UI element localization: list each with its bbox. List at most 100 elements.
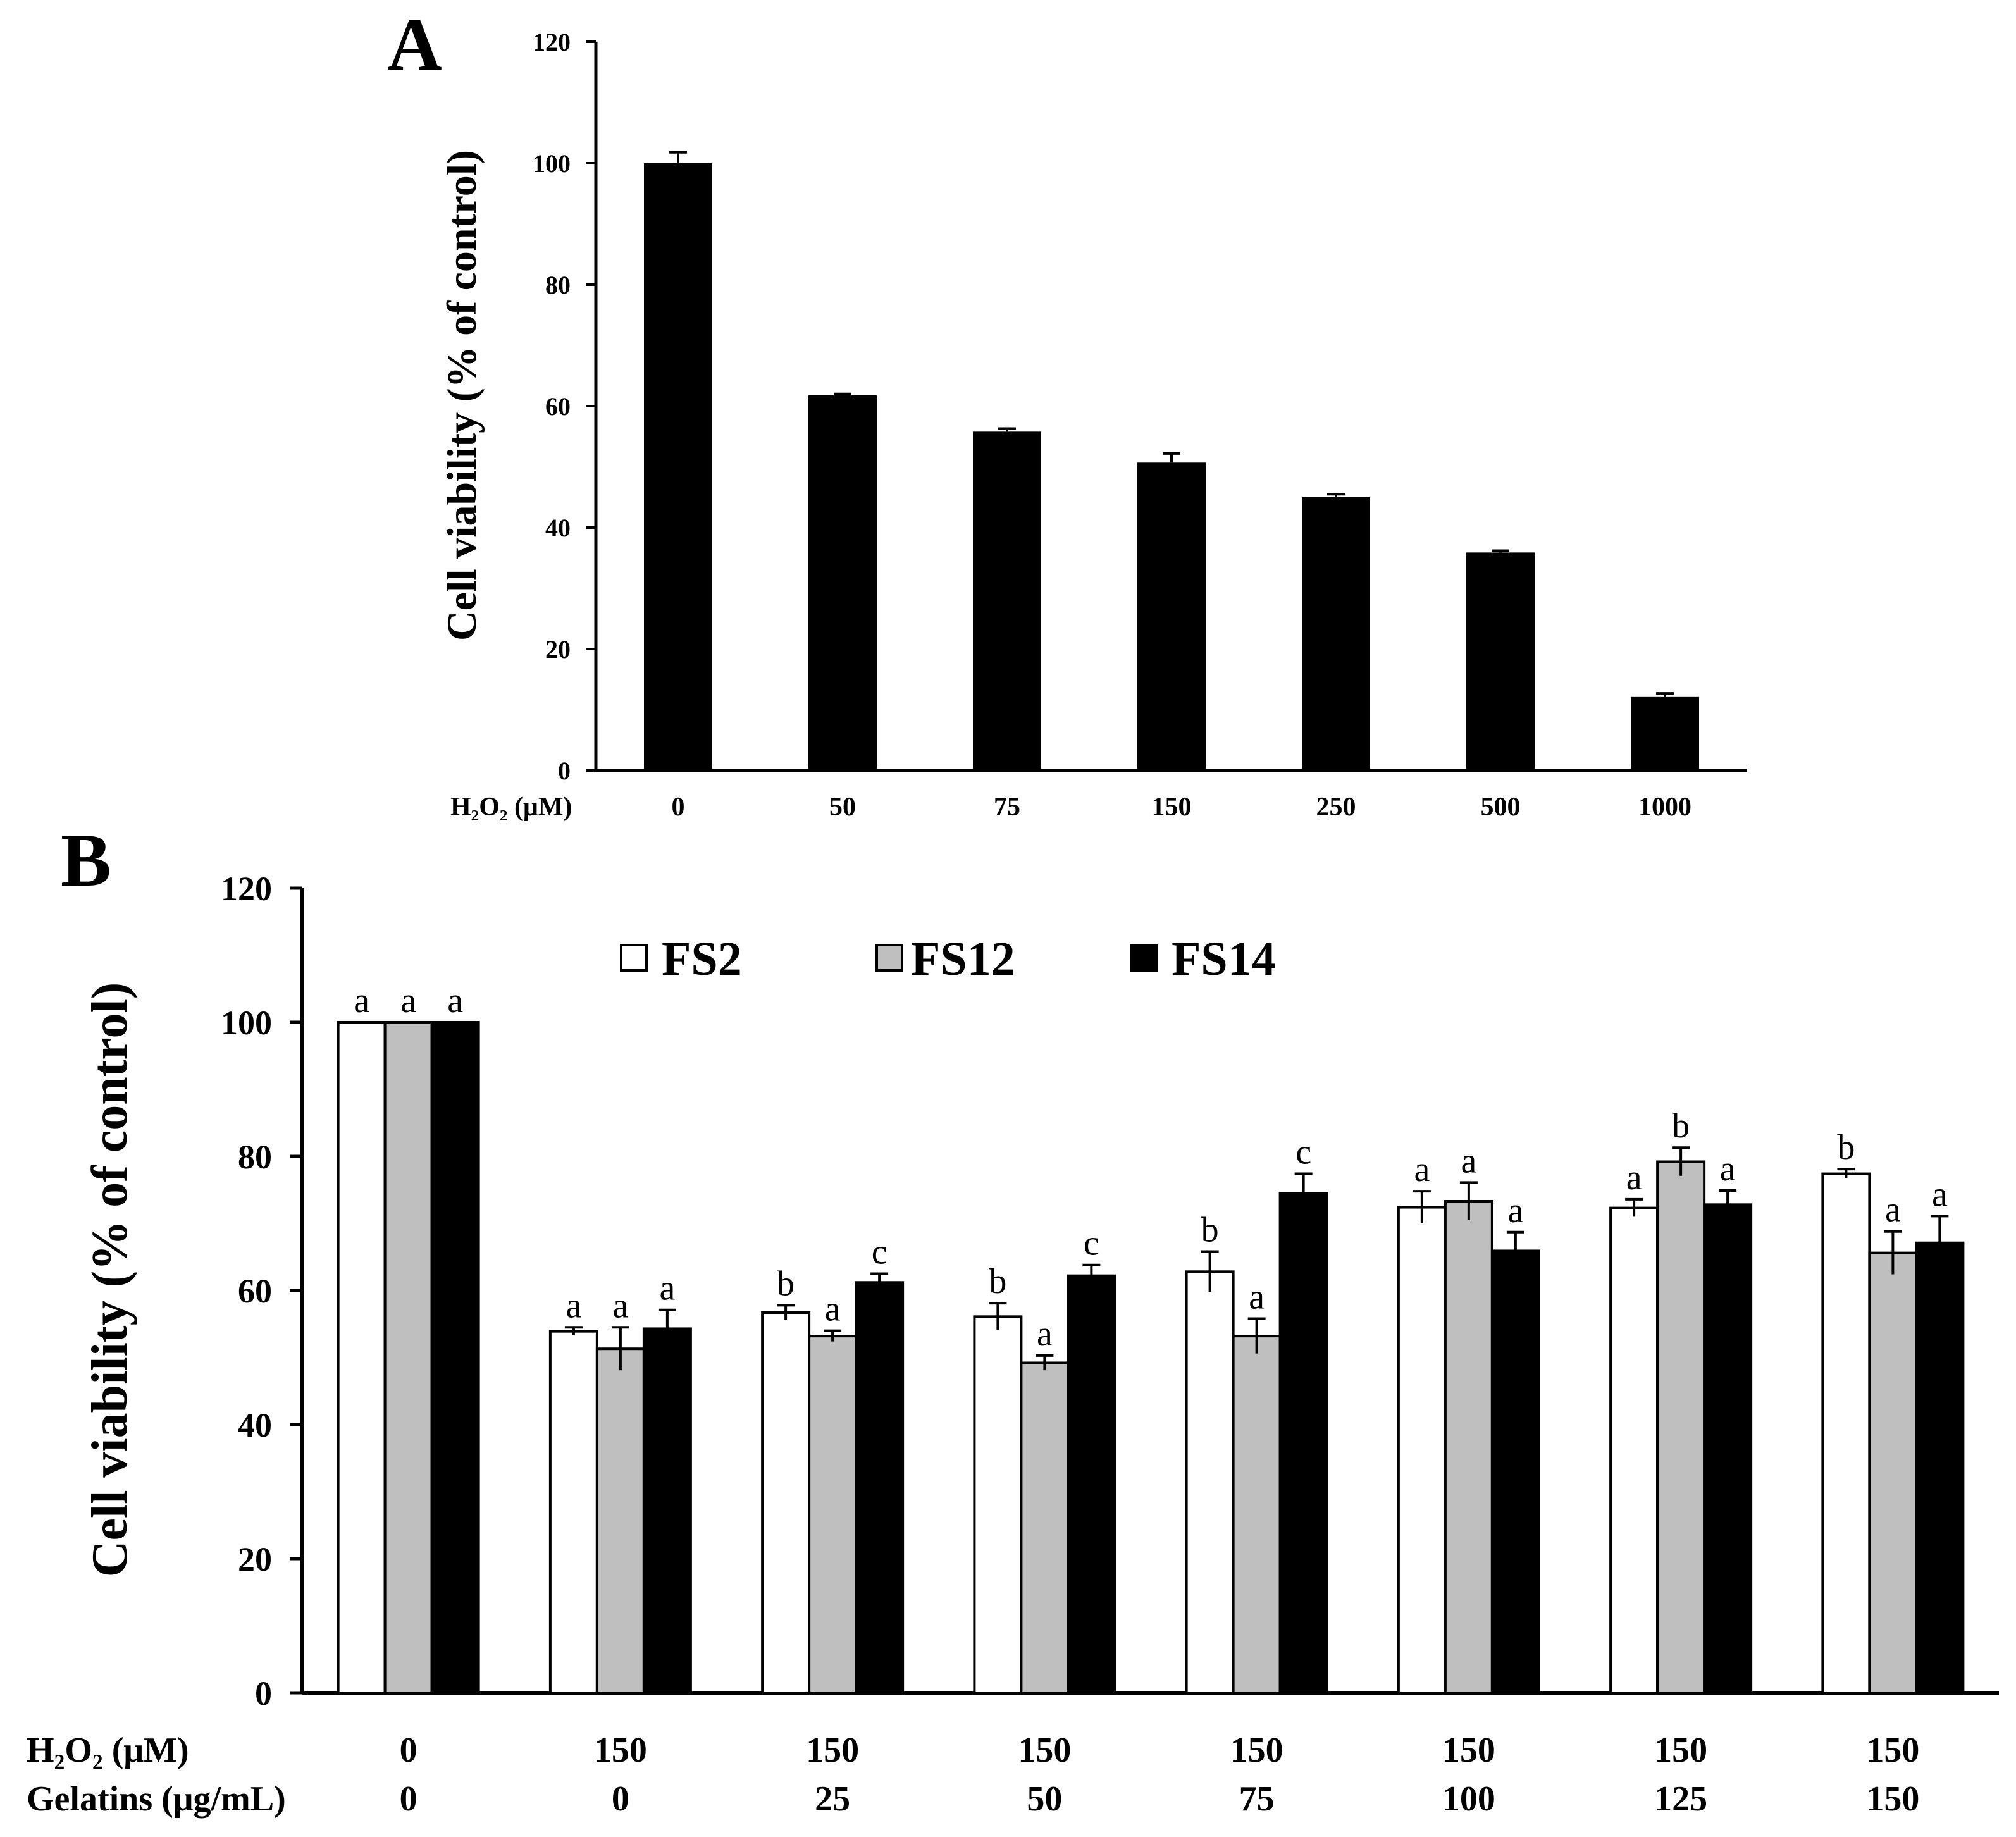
panel-a-category-label: 50	[829, 793, 856, 822]
panel-b-bar-fs2	[548, 1330, 598, 1694]
panel-a-bar	[808, 395, 877, 770]
panel-b-significance-letter: a	[1507, 1191, 1523, 1230]
panel-a-bar	[973, 431, 1041, 770]
panel-b-gelatin-value: 25	[815, 1779, 850, 1819]
panel-b-h2o2-value: 150	[1018, 1731, 1071, 1770]
panel-b-bar-fs2	[973, 1315, 1023, 1695]
panel-a-y-tick-label: 60	[545, 392, 571, 421]
panel-b-bar-fs14	[1703, 1203, 1753, 1694]
panel-a-y-axis-title: Cell viability (% of control)	[439, 150, 485, 641]
panel-a-category-label: 500	[1481, 793, 1521, 822]
panel-b-bar-fs14	[1915, 1241, 1965, 1694]
panel-b-bar-fs14	[855, 1281, 905, 1694]
panel-b-bar-fs14	[642, 1327, 692, 1694]
panel-a-y-tick-label: 40	[545, 514, 571, 542]
panel-b-y-tick-label: 120	[221, 870, 272, 908]
panel-b-h2o2-value: 150	[1230, 1731, 1283, 1770]
panel-a-bars	[644, 151, 1699, 770]
panel-b-significance-letter: c	[1296, 1133, 1311, 1172]
panel-b-significance-letter: a	[612, 1286, 628, 1325]
panel-b-significance-letter: a	[566, 1286, 581, 1325]
panel-a-y-tick-label: 20	[545, 635, 571, 664]
panel-b-significance-letter: c	[872, 1233, 887, 1272]
panel-b-significance-letter: a	[1720, 1149, 1736, 1189]
panel-a-y-tick-label: 0	[558, 757, 571, 785]
panel-a-bar	[1631, 696, 1699, 770]
panel-b-bar-fs12	[1656, 1160, 1706, 1694]
panel-b-y-tick-label: 40	[238, 1406, 272, 1444]
panel-b-significance-letter: a	[1414, 1150, 1430, 1189]
panel-b-bar-fs12	[808, 1335, 858, 1695]
panel-b-significance-letter: b	[777, 1264, 795, 1303]
panel-b-bar-fs14	[1067, 1274, 1116, 1695]
panel-b-significance-letter: a	[447, 981, 463, 1020]
panel-b-h2o2-value: 0	[400, 1731, 417, 1770]
legend-swatch-fs12	[875, 944, 903, 972]
legend-swatch-fs14	[1130, 944, 1158, 972]
legend-label-fs2: FS2	[662, 932, 742, 986]
panel-b-gelatin-value: 0	[400, 1779, 417, 1819]
panel-b-bar-fs2	[1821, 1172, 1871, 1695]
panel-b-bar-fs2	[1185, 1270, 1235, 1694]
panel-b-bar-fs12	[1232, 1335, 1282, 1695]
panel-b-bar-fs12	[1444, 1200, 1493, 1694]
panel-b-gelatins-row-label: Gelatins (μg/mL)	[27, 1779, 286, 1819]
panel-a-y-tick-label: 120	[533, 28, 571, 56]
panel-b-bar-fs14	[430, 1021, 480, 1694]
panel-a-y-axis: 0 20 40 60 80 100 120	[533, 28, 1747, 785]
panel-b-significance-letter: b	[1201, 1211, 1219, 1250]
panel-b-bar-fs2	[1609, 1206, 1659, 1694]
panel-b-significance-letter: a	[1461, 1141, 1476, 1180]
panel-b-y-tick-label: 20	[238, 1540, 272, 1578]
panel-b-bar-fs2	[337, 1021, 387, 1694]
panel-b-significance-letter: a	[1037, 1314, 1053, 1354]
panel-b-h2o2-value: 150	[1442, 1731, 1495, 1770]
panel-b-gelatin-value: 50	[1027, 1779, 1062, 1819]
panel-b-gelatin-value: 0	[612, 1779, 629, 1819]
panel-a-h2o2-row-label: H₂O₂ (μM)	[450, 793, 572, 822]
panel-b-significance-letter: a	[400, 981, 416, 1020]
panel-a-category-label: 1000	[1638, 793, 1691, 822]
panel-b-bar-fs14	[1490, 1249, 1540, 1694]
panel-b-gelatin-value: 100	[1442, 1779, 1495, 1819]
panel-b-letter: B	[61, 818, 111, 902]
panel-b-bar-fs12	[595, 1347, 645, 1694]
panel-b-h2o2-row-label: H₂O₂ (μM)	[27, 1731, 189, 1770]
panel-b-significance-letter: b	[1672, 1106, 1690, 1146]
legend-label-fs12: FS12	[911, 932, 1015, 986]
panel-b-legend: FS2 FS12 FS14	[620, 932, 1276, 986]
panel-a-bar	[1466, 552, 1535, 770]
panel-b-significance-letter: a	[1626, 1158, 1642, 1197]
panel-a-category-label: 75	[994, 793, 1020, 822]
panel-b-bar-fs12	[383, 1021, 433, 1694]
panel-a-bar	[1302, 497, 1370, 770]
panel-b-h2o2-value: 150	[594, 1731, 647, 1770]
panel-b-gelatin-value: 75	[1239, 1779, 1275, 1819]
panel-a-y-tick-label: 100	[533, 149, 571, 178]
panel-b-gelatin-value: 125	[1654, 1779, 1707, 1819]
panel-b-significance-letter: a	[1885, 1191, 1901, 1230]
panel-b-h2o2-value: 150	[1654, 1731, 1707, 1770]
panel-a-category-label: 250	[1316, 793, 1356, 822]
panel-b-bar-fs2	[1397, 1206, 1447, 1695]
panel-b-significance-letter: a	[1249, 1278, 1265, 1317]
panel-a-x-labels: 0 50 75 150 250 500 1000	[672, 793, 1692, 822]
panel-b-significance-letter: a	[1932, 1175, 1948, 1214]
panel-b-h2o2-value: 150	[806, 1731, 859, 1770]
panel-a-letter: A	[387, 2, 442, 86]
panel-b-significance-letter: b	[989, 1262, 1006, 1301]
legend-swatch-fs2	[620, 944, 648, 972]
panel-a-category-label: 150	[1152, 793, 1192, 822]
panel-b-y-tick-label: 100	[221, 1004, 272, 1042]
panel-b-significance-letter: a	[825, 1290, 841, 1329]
panel-b-gelatin-value: 150	[1866, 1779, 1919, 1819]
panel-b-significance-letter: b	[1837, 1128, 1855, 1167]
panel-a-category-label: 0	[672, 793, 685, 822]
panel-b-bar-fs12	[1020, 1361, 1070, 1694]
panel-b-y-tick-label: 60	[238, 1272, 272, 1310]
panel-b-x-labels: 0 0 150 0 150 25 150 50 150 75 150 100 150 125 150 150	[400, 1731, 1920, 1819]
panel-b-significance-letter: c	[1084, 1224, 1099, 1263]
